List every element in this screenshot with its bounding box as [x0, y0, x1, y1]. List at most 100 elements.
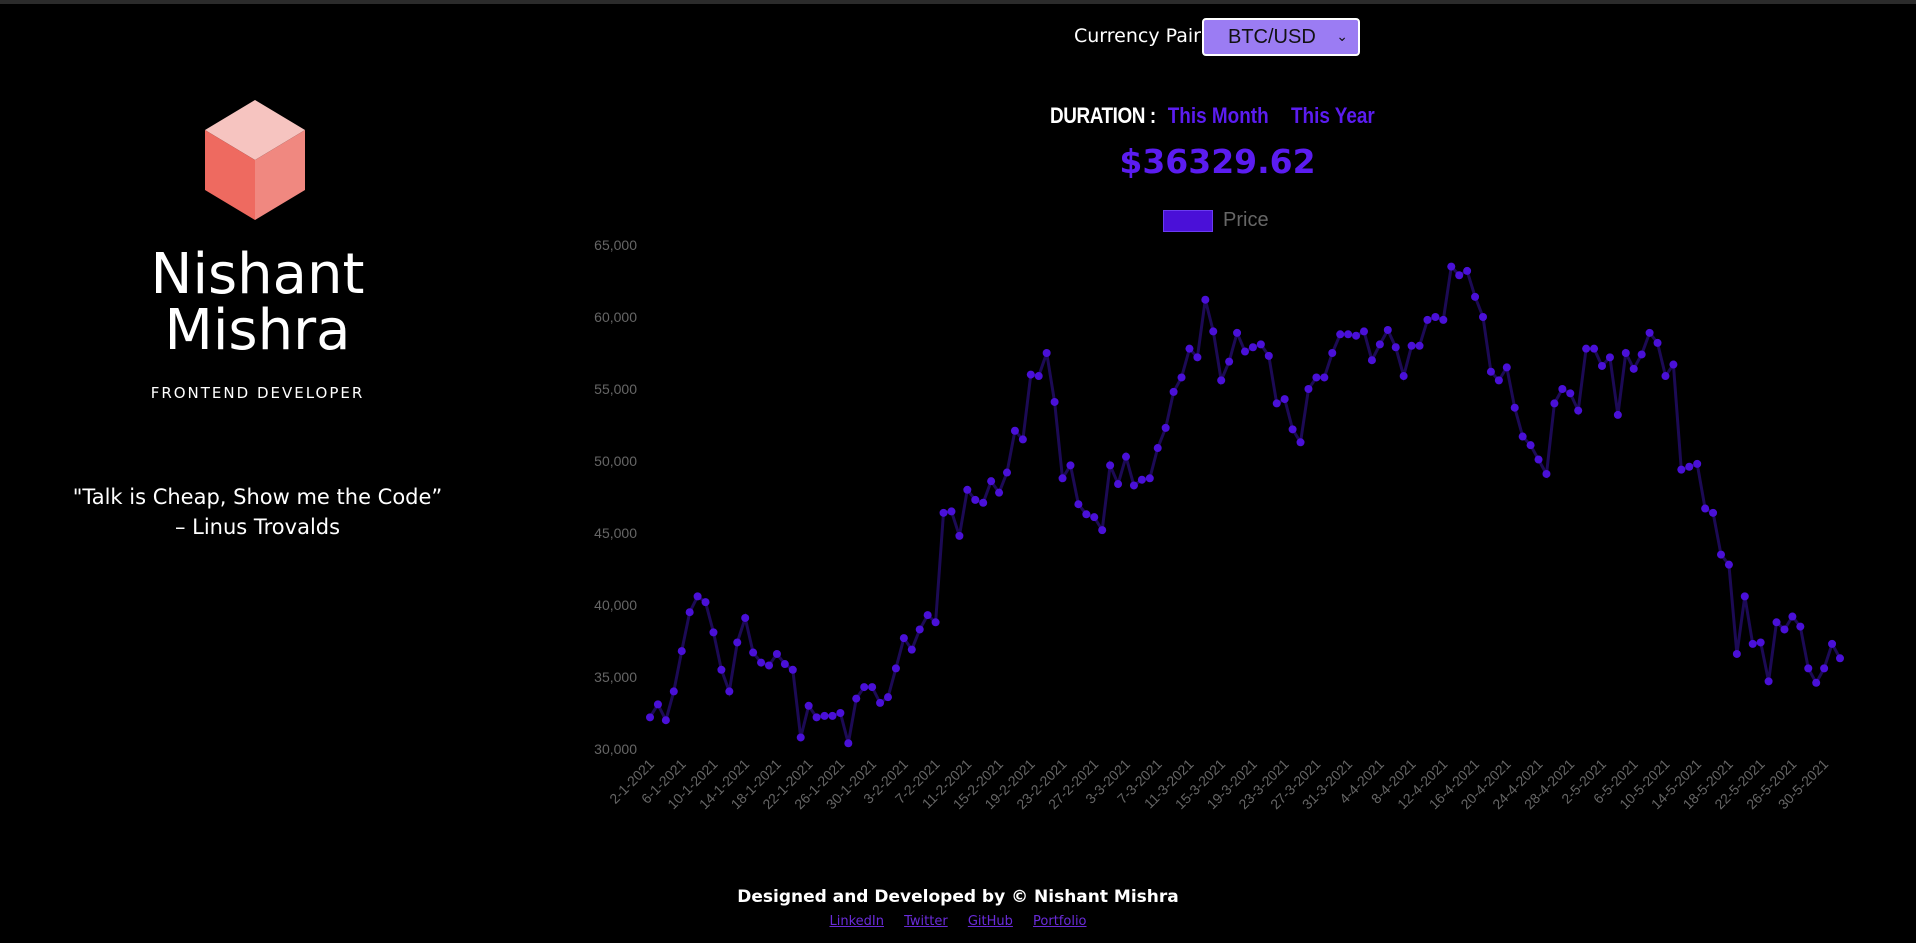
price-point[interactable]	[1812, 678, 1821, 687]
price-point[interactable]	[1193, 353, 1202, 362]
price-point[interactable]	[1034, 372, 1043, 381]
price-point[interactable]	[1185, 344, 1194, 353]
twitter-link[interactable]: Twitter	[904, 914, 948, 929]
price-point[interactable]	[844, 739, 853, 748]
price-point[interactable]	[1367, 356, 1376, 365]
price-point[interactable]	[1439, 315, 1448, 324]
price-point[interactable]	[1828, 639, 1837, 648]
portfolio-link[interactable]: Portfolio	[1033, 914, 1087, 929]
price-point[interactable]	[852, 694, 861, 703]
price-point[interactable]	[955, 531, 964, 540]
price-point[interactable]	[1637, 350, 1646, 359]
price-point[interactable]	[1225, 357, 1234, 366]
price-point[interactable]	[1677, 465, 1686, 474]
price-point[interactable]	[1566, 389, 1575, 398]
price-point[interactable]	[1066, 461, 1075, 470]
price-point[interactable]	[1605, 353, 1614, 362]
price-point[interactable]	[1383, 325, 1392, 334]
price-point[interactable]	[1074, 500, 1083, 509]
price-point[interactable]	[987, 477, 996, 486]
price-point[interactable]	[1320, 373, 1329, 382]
price-point[interactable]	[1494, 376, 1503, 385]
price-point[interactable]	[907, 645, 916, 654]
price-point[interactable]	[931, 618, 940, 627]
price-point[interactable]	[1629, 364, 1638, 373]
currency-pair-select[interactable]: BTC/USD ⌄	[1202, 18, 1360, 56]
price-point[interactable]	[1129, 481, 1138, 490]
price-point[interactable]	[1486, 367, 1495, 376]
price-point[interactable]	[1280, 395, 1289, 404]
price-point[interactable]	[1463, 266, 1472, 275]
price-point[interactable]	[1621, 349, 1630, 357]
price-point[interactable]	[995, 488, 1004, 497]
price-point[interactable]	[1407, 341, 1416, 350]
price-point[interactable]	[1653, 338, 1662, 347]
price-point[interactable]	[1328, 349, 1337, 357]
price-point[interactable]	[1312, 373, 1321, 382]
price-point[interactable]	[1161, 423, 1170, 432]
price-point[interactable]	[1169, 387, 1178, 396]
price-point[interactable]	[1003, 468, 1011, 477]
price-point[interactable]	[1550, 399, 1559, 408]
price-point[interactable]	[1106, 461, 1115, 470]
price-point[interactable]	[1582, 344, 1591, 353]
price-point[interactable]	[788, 665, 797, 674]
price-point[interactable]	[1296, 438, 1305, 447]
price-point[interactable]	[1042, 349, 1051, 357]
price-point[interactable]	[765, 661, 773, 670]
price-point[interactable]	[1534, 455, 1543, 464]
price-point[interactable]	[1050, 397, 1059, 406]
price-point[interactable]	[1026, 370, 1035, 379]
price-point[interactable]	[923, 611, 932, 620]
price-point[interactable]	[1201, 295, 1210, 304]
price-point[interactable]	[1241, 347, 1249, 356]
price-point[interactable]	[1391, 343, 1400, 352]
price-point[interactable]	[812, 713, 821, 722]
price-point[interactable]	[1740, 592, 1749, 601]
price-point[interactable]	[1764, 677, 1773, 686]
price-point[interactable]	[1304, 385, 1313, 393]
price-point[interactable]	[1661, 372, 1670, 381]
price-point[interactable]	[1820, 664, 1829, 673]
price-point[interactable]	[1558, 385, 1567, 393]
price-point[interactable]	[1264, 351, 1273, 360]
price-point[interactable]	[876, 698, 885, 707]
price-point[interactable]	[796, 733, 805, 742]
price-point[interactable]	[1796, 622, 1805, 631]
price-point[interactable]	[1590, 344, 1599, 353]
price-point[interactable]	[1756, 638, 1765, 647]
price-point[interactable]	[1082, 510, 1091, 519]
this-month-button[interactable]: This Month	[1167, 103, 1269, 128]
price-point[interactable]	[868, 683, 877, 692]
price-point[interactable]	[884, 693, 892, 702]
price-point[interactable]	[1788, 612, 1797, 621]
price-point[interactable]	[717, 665, 726, 674]
price-point[interactable]	[1447, 262, 1456, 271]
price-point[interactable]	[1455, 271, 1464, 280]
price-point[interactable]	[1090, 513, 1099, 522]
price-point[interactable]	[1471, 292, 1480, 301]
price-point[interactable]	[1804, 664, 1813, 673]
price-point[interactable]	[1415, 341, 1424, 350]
price-point[interactable]	[1669, 360, 1678, 369]
price-point[interactable]	[1288, 425, 1297, 434]
price-point[interactable]	[1502, 363, 1511, 372]
price-point[interactable]	[1114, 480, 1123, 489]
price-point[interactable]	[1256, 340, 1265, 349]
price-point[interactable]	[1701, 504, 1710, 513]
price-point[interactable]	[1336, 330, 1345, 339]
price-point[interactable]	[1717, 550, 1725, 559]
price-point[interactable]	[1217, 376, 1226, 385]
price-point[interactable]	[1542, 469, 1551, 478]
price-point[interactable]	[1399, 372, 1408, 381]
price-point[interactable]	[1344, 330, 1353, 339]
price-point[interactable]	[701, 598, 710, 607]
price-point[interactable]	[1018, 435, 1027, 444]
price-point[interactable]	[915, 625, 924, 634]
price-point[interactable]	[646, 713, 654, 722]
price-point[interactable]	[1360, 327, 1368, 336]
price-point[interactable]	[828, 711, 837, 720]
price-point[interactable]	[1375, 340, 1384, 349]
price-point[interactable]	[669, 687, 678, 696]
this-year-button[interactable]: This Year	[1291, 103, 1375, 128]
